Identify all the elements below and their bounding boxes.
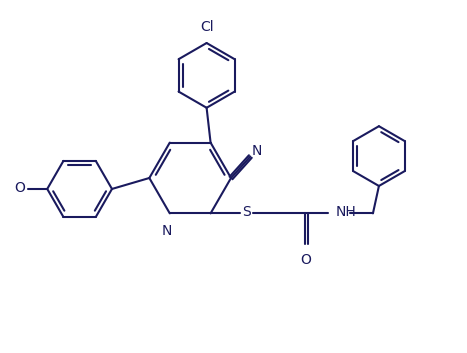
Text: O: O (14, 181, 25, 195)
Text: N: N (162, 224, 172, 238)
Text: O: O (300, 253, 311, 267)
Text: S: S (242, 205, 251, 219)
Text: Cl: Cl (200, 20, 213, 34)
Text: NH: NH (336, 205, 356, 219)
Text: N: N (251, 144, 262, 157)
